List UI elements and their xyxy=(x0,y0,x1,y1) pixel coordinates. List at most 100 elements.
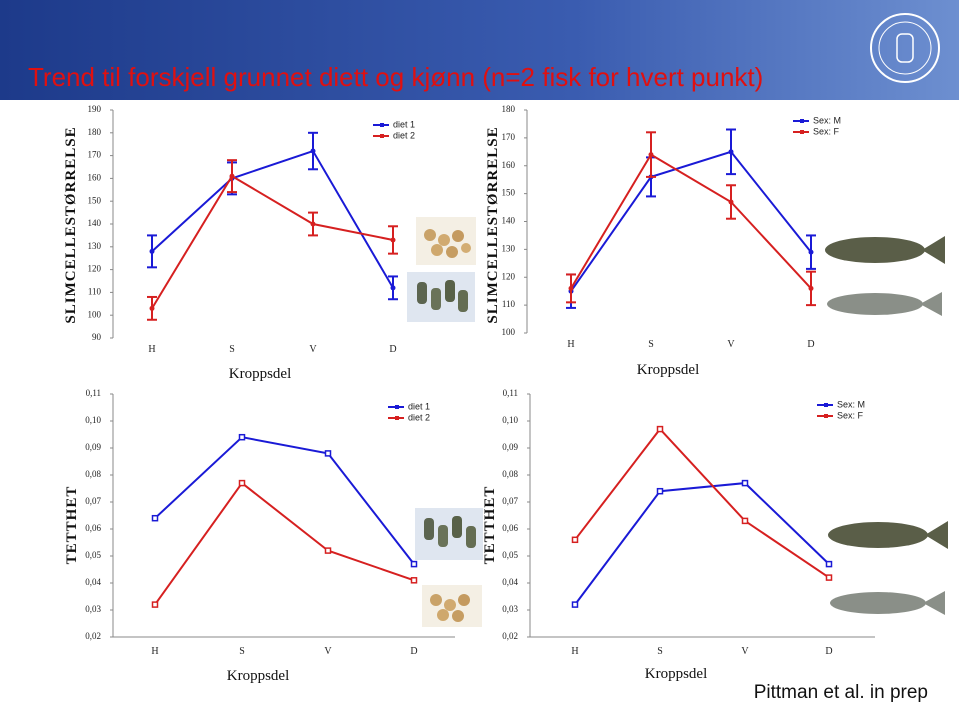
point xyxy=(310,221,316,227)
series-line xyxy=(151,149,394,289)
point xyxy=(151,601,159,608)
x-tick-label: H xyxy=(571,646,578,657)
point xyxy=(808,249,814,255)
series-line xyxy=(574,427,830,579)
fish-light xyxy=(830,591,945,615)
y-tick-label: 0,05 xyxy=(502,550,518,560)
series-line xyxy=(570,153,812,290)
pellets-dark xyxy=(407,272,475,322)
y-tick-label: 110 xyxy=(88,286,102,296)
point xyxy=(324,547,332,554)
y-tick-label: 110 xyxy=(502,299,516,309)
legend-label: Sex: F xyxy=(837,410,864,420)
credit: Pittman et al. in prep xyxy=(754,682,928,703)
y-tick-label: 0,04 xyxy=(502,577,518,587)
y-tick-label: 100 xyxy=(88,309,102,319)
y-tick-label: 100 xyxy=(502,327,516,337)
point xyxy=(149,248,155,254)
x-tick-label: D xyxy=(825,646,832,657)
point xyxy=(656,425,664,433)
y-tick-label: 90 xyxy=(92,332,102,342)
y-tick-label: 150 xyxy=(502,188,516,198)
legend-marker xyxy=(380,123,384,127)
point xyxy=(149,305,155,311)
y-tick-label: 0,08 xyxy=(85,469,101,479)
y-tick-label: 120 xyxy=(502,271,516,281)
point xyxy=(151,514,159,522)
series-line xyxy=(154,436,415,565)
legend-label: diet 1 xyxy=(393,119,415,129)
y-tick-label: 180 xyxy=(502,104,516,114)
y-tick-label: 180 xyxy=(88,127,102,137)
x-tick-label: H xyxy=(151,646,158,657)
y-tick-label: 150 xyxy=(88,195,102,205)
y-tick-label: 0,11 xyxy=(86,388,101,398)
y-axis-label: TETTHET xyxy=(482,486,498,565)
legend-label: diet 1 xyxy=(408,401,430,411)
x-axis-label: Kroppsdel xyxy=(637,362,700,378)
x-tick-label: V xyxy=(727,339,735,350)
fish-light xyxy=(827,292,942,316)
series-line xyxy=(154,481,415,606)
y-tick-label: 0,05 xyxy=(85,550,101,560)
pellets-light xyxy=(416,217,476,265)
legend-marker xyxy=(824,414,828,418)
legend-label: diet 2 xyxy=(408,412,430,422)
point xyxy=(238,479,246,487)
point xyxy=(648,152,654,158)
y-tick-label: 160 xyxy=(88,172,102,182)
slide-title: Trend til forskjell grunnet diett og kjø… xyxy=(28,62,763,92)
point xyxy=(571,601,579,608)
y-tick-label: 0,11 xyxy=(503,388,518,398)
y-tick-label: 170 xyxy=(88,150,102,160)
point xyxy=(310,148,316,154)
y-axis-label: TETTHET xyxy=(64,486,80,565)
legend-label: Sex: M xyxy=(837,399,865,409)
x-tick-label: V xyxy=(741,646,749,657)
series-line xyxy=(151,174,394,309)
point xyxy=(390,285,396,291)
point xyxy=(229,173,235,179)
university-logo xyxy=(870,13,940,83)
y-tick-label: 170 xyxy=(502,132,516,142)
x-axis-label: Kroppsdel xyxy=(645,666,708,682)
y-tick-label: 120 xyxy=(88,264,102,274)
x-tick-label: V xyxy=(309,344,317,355)
point xyxy=(571,536,579,544)
point xyxy=(825,574,833,581)
x-tick-label: S xyxy=(657,646,663,657)
y-tick-label: 0,06 xyxy=(85,523,101,533)
point xyxy=(656,487,664,495)
point xyxy=(238,433,246,441)
x-axis-label: Kroppsdel xyxy=(229,366,292,382)
point xyxy=(568,285,574,291)
y-tick-label: 160 xyxy=(502,160,516,170)
legend-marker xyxy=(800,130,804,134)
legend-marker xyxy=(380,134,384,138)
y-tick-label: 0,10 xyxy=(85,415,101,425)
pellets-dark xyxy=(415,508,483,560)
pellets-light xyxy=(422,585,482,627)
legend-label: Sex: M xyxy=(813,115,841,125)
y-tick-label: 140 xyxy=(88,218,102,228)
y-tick-label: 0,02 xyxy=(502,631,518,641)
point xyxy=(741,517,749,525)
y-tick-label: 0,03 xyxy=(502,604,518,614)
y-tick-label: 140 xyxy=(502,216,516,226)
header-band xyxy=(0,0,959,100)
point xyxy=(808,285,814,291)
y-axis-label: SLIMCELLESTØRRELSE xyxy=(63,126,79,323)
x-tick-label: S xyxy=(239,646,245,657)
y-tick-label: 0,04 xyxy=(85,577,101,587)
point xyxy=(410,560,418,568)
point xyxy=(410,577,418,584)
fish-dark xyxy=(825,236,945,264)
y-tick-label: 0,06 xyxy=(502,523,518,533)
y-tick-label: 0,02 xyxy=(85,631,101,641)
series-line xyxy=(574,482,830,606)
x-tick-label: H xyxy=(148,344,155,355)
y-tick-label: 0,10 xyxy=(502,415,518,425)
y-tick-label: 0,07 xyxy=(502,496,518,506)
x-tick-label: D xyxy=(807,339,814,350)
point xyxy=(390,237,396,243)
